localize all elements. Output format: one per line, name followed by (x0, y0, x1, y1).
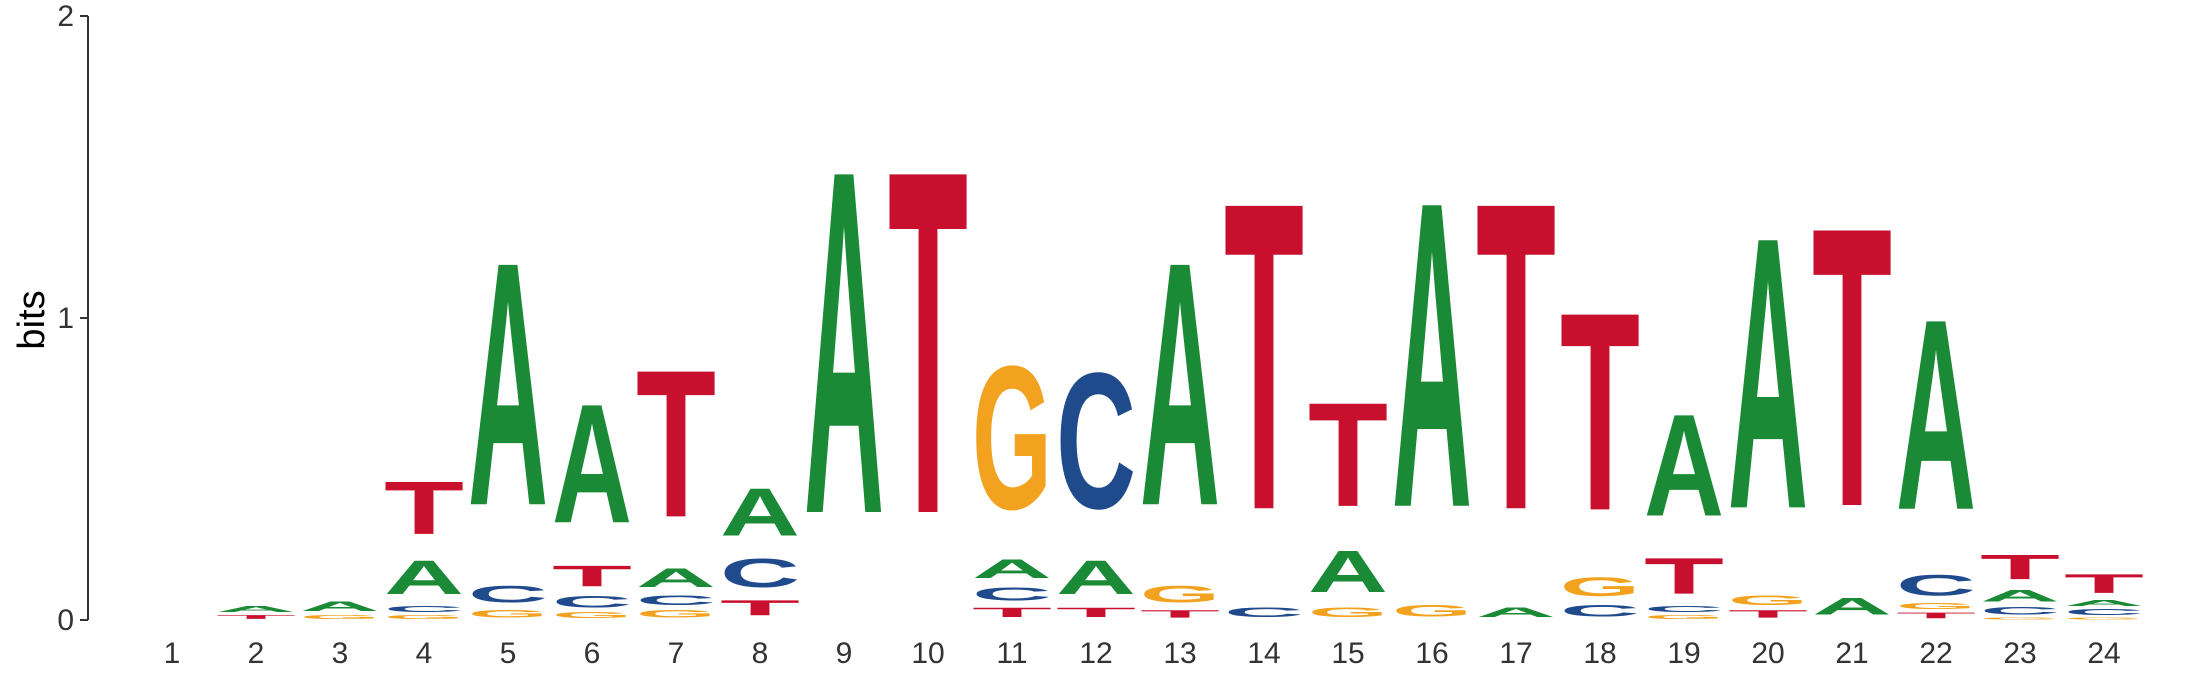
logo-letter-g: G (636, 608, 716, 620)
logo-letter-c: C (1644, 605, 1724, 614)
logo-letter-a: A (1896, 264, 1976, 568)
logo-letter-a: A (972, 554, 1052, 584)
logo-letter-g: G (1560, 572, 1640, 602)
logo-letter-c: C (1056, 333, 1136, 549)
x-tick-label: 14 (1247, 637, 1280, 670)
logo-letter-t: T (1224, 110, 1304, 602)
logo-letter-t: T (1560, 253, 1640, 570)
logo-letter-t: T (972, 605, 1052, 620)
logo-letter-t: T (1644, 548, 1724, 605)
logo-letter-t: T (1476, 110, 1556, 602)
logo-letter-g: G (972, 324, 1052, 553)
logo-letter-t: T (552, 560, 632, 593)
y-tick-label: 1 (57, 302, 74, 335)
logo-letter-a: A (720, 475, 800, 550)
logo-letter-t: T (1056, 605, 1136, 620)
logo-letter-g: G (552, 611, 632, 620)
x-tick-label: 20 (1751, 637, 1784, 670)
logo-letter-c: C (552, 593, 632, 611)
logo-letter-a: A (552, 369, 632, 559)
x-tick-label: 21 (1835, 637, 1868, 670)
logo-letter-g: G (1896, 602, 1976, 611)
x-tick-label: 18 (1583, 637, 1616, 670)
logo-letter-c: C (636, 593, 716, 608)
logo-letter-c: C (2064, 608, 2144, 617)
x-tick-label: 4 (416, 637, 433, 670)
logo-letter-c: C (1560, 602, 1640, 620)
x-axis: 1 2 3 4 5 6 7 8 9 10 11 12 13 14 15 16 17 18 19 20 21 22 23 24 (164, 637, 2121, 670)
x-tick-label: 10 (911, 637, 944, 670)
logo-letter-a: A (1812, 593, 1892, 620)
logo-letter-a: A (804, 69, 884, 617)
logo-letter-c: C (1980, 605, 2060, 617)
logo-letter-a: A (2064, 599, 2144, 608)
y-axis: 0 1 2 (57, 0, 89, 637)
x-tick-label: 11 (996, 637, 1027, 670)
logo-letter-g: G (1392, 602, 1472, 620)
logo-letter-c: C (1224, 605, 1304, 620)
logo-letter-a: A (1140, 189, 1220, 578)
logo-letter-t: T (1896, 611, 1976, 620)
x-tick-label: 3 (332, 637, 349, 670)
logo-letter-a: A (216, 605, 296, 614)
x-tick-label: 16 (1415, 637, 1448, 670)
logo-letter-t: T (720, 596, 800, 620)
logo-letter-g: G (1980, 617, 2060, 620)
x-tick-label: 1 (164, 637, 181, 670)
logo-letter-t: T (888, 69, 968, 617)
logo-letter-g: G (300, 614, 380, 620)
x-tick-label: 5 (500, 637, 517, 670)
logo-letter-c: C (468, 580, 548, 607)
logo-letter-t: T (1728, 608, 1808, 620)
logo-letter-a: A (636, 563, 716, 593)
logo-letter-a: A (384, 551, 464, 605)
y-tick-label: 2 (57, 0, 74, 33)
logo-letter-g: G (1140, 580, 1220, 607)
logo-letter-a: A (468, 189, 548, 578)
x-tick-label: 12 (1079, 637, 1112, 670)
x-tick-label: 8 (752, 637, 769, 670)
logo-letter-c: C (720, 551, 800, 596)
x-tick-label: 2 (248, 637, 265, 670)
logo-letter-g: G (2064, 617, 2144, 620)
logo-letter-g: G (1728, 593, 1808, 608)
y-tick-label: 0 (57, 604, 74, 637)
logo-letter-t: T (384, 465, 464, 550)
logo-letter-a: A (1392, 111, 1472, 599)
x-tick-label: 9 (836, 637, 853, 670)
x-tick-label: 22 (1919, 637, 1952, 670)
x-tick-label: 15 (1331, 637, 1364, 670)
x-tick-label: 6 (584, 637, 601, 670)
logo-letter-a: A (1644, 385, 1724, 547)
logo-letter-t: T (1812, 144, 1892, 590)
logo-letter-t: T (636, 327, 716, 562)
logo-letter-g: G (468, 608, 548, 620)
x-tick-label: 17 (1499, 637, 1532, 670)
logo-letter-g: G (1644, 614, 1724, 620)
x-tick-label: 19 (1667, 637, 1700, 670)
logo-letter-c: C (1896, 569, 1976, 602)
logo-letter-a: A (1476, 605, 1556, 620)
logo-letter-t: T (1140, 608, 1220, 620)
logo-letter-t: T (1308, 371, 1388, 537)
logo-letter-c: C (384, 605, 464, 614)
logo-letter-t: T (216, 614, 296, 620)
logo-letter-a: A (300, 599, 380, 614)
logo-letter-a: A (1056, 551, 1136, 605)
x-tick-label: 24 (2087, 637, 2120, 670)
logo-letter-t: T (2064, 569, 2144, 599)
y-axis-title: bits (11, 290, 53, 349)
logo-letter-c: C (972, 584, 1052, 605)
x-tick-label: 13 (1163, 637, 1196, 670)
logo-letter-t: T (1980, 548, 2060, 587)
logo-letter-a: A (1980, 587, 2060, 605)
x-tick-label: 23 (2003, 637, 2036, 670)
logo-letter-g: G (384, 614, 464, 620)
logo-letter-a: A (1308, 538, 1388, 604)
x-tick-label: 7 (668, 637, 685, 670)
logo-letter-a: A (1728, 157, 1808, 591)
logo-letter-g: G (1308, 605, 1388, 620)
